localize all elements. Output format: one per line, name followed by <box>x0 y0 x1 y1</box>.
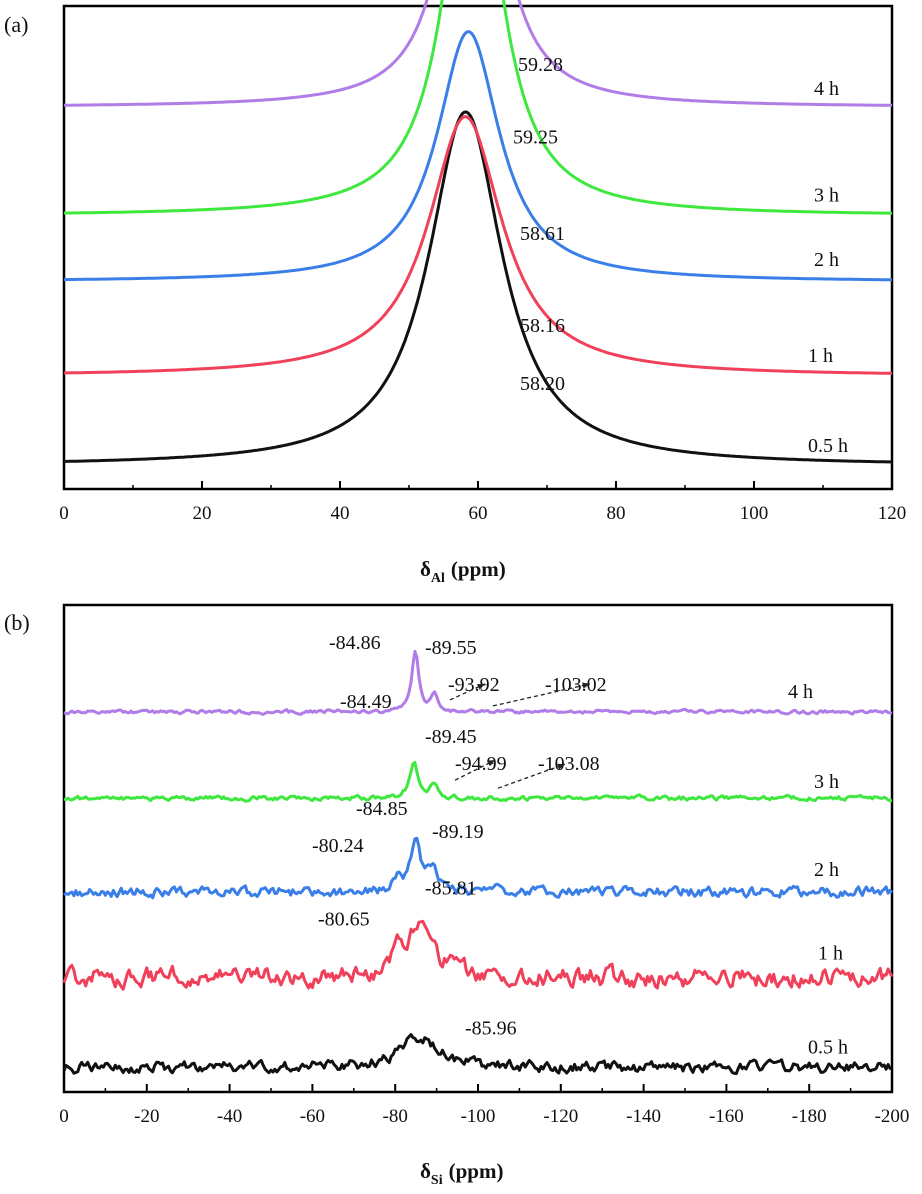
x-tick-label: 80 <box>607 503 626 524</box>
peak-label: 59.25 <box>513 127 558 149</box>
panel-b-label: (b) <box>4 610 30 635</box>
x-tick-label: -180 <box>792 1106 827 1127</box>
series-line-2h <box>63 836 894 900</box>
x-tick-label: -60 <box>300 1106 325 1127</box>
peak-label: -84.85 <box>356 798 408 820</box>
series-label: 4 h <box>814 78 839 100</box>
panel-b-annotations: 0.5 h -85.96 1 h -80.65 -85.81 2 h -80.24 -84.8… <box>312 632 848 1059</box>
series-line-1h <box>63 115 892 375</box>
x-tick-label: -40 <box>217 1106 242 1127</box>
series-label: 3 h <box>814 771 839 793</box>
annotation-arrow-head <box>557 763 565 770</box>
panel-b-x-axis-label: δSi (ppm) <box>420 1159 503 1188</box>
panel-a-label: (a) <box>4 12 28 37</box>
series-line-2h <box>64 30 893 282</box>
x-tick-label: 120 <box>878 503 907 524</box>
peak-label: -80.65 <box>318 908 370 930</box>
x-tick-label: -140 <box>626 1106 661 1127</box>
x-tick-label: -20 <box>134 1106 159 1127</box>
series-line-3h <box>63 0 892 215</box>
series-label: 1 h <box>818 942 843 964</box>
x-tick-label: 40 <box>331 503 350 524</box>
series-line-4h <box>63 649 893 716</box>
series-line-3h <box>63 760 893 803</box>
annotation-arrow-line <box>454 759 496 781</box>
peak-label: -89.45 <box>425 726 477 748</box>
panel-a-frame <box>62 4 894 491</box>
peak-label: -84.86 <box>329 632 381 654</box>
series-label: 3 h <box>814 185 839 207</box>
series-label: 0.5 h <box>808 435 848 457</box>
peak-label: -84.49 <box>340 691 392 713</box>
x-tick-label: 20 <box>193 503 212 524</box>
panel-a-x-ticks: 0 20 40 60 80 100 120 <box>59 481 906 524</box>
x-tick-label: -160 <box>709 1106 744 1127</box>
peak-label: 58.16 <box>520 315 565 337</box>
x-tick-label: -120 <box>543 1106 578 1127</box>
series-label: 2 h <box>814 859 839 881</box>
x-tick-label: -80 <box>383 1106 408 1127</box>
x-tick-label: 60 <box>469 503 488 524</box>
peak-label: -80.24 <box>312 835 364 857</box>
peak-label: -89.19 <box>432 821 484 843</box>
x-tick-label: 0 <box>59 1106 69 1127</box>
panel-a-annotations: 0.5 h 58.20 1 h 58.16 2 h 58.61 3 h 59.25 4 h 59.… <box>513 54 848 457</box>
annotation-arrow-head <box>487 760 495 767</box>
panel-b-series <box>62 649 894 1076</box>
peak-label: -89.55 <box>425 637 477 659</box>
series-label: 4 h <box>788 681 813 703</box>
series-line-1h <box>62 919 894 991</box>
series-label: 2 h <box>814 249 839 271</box>
peak-label: -85.96 <box>465 1017 517 1039</box>
peak-label: -103.08 <box>538 753 600 775</box>
annotation-arrow-head <box>582 682 590 689</box>
peak-label: -94.99 <box>455 753 507 775</box>
x-tick-label: 0 <box>59 503 69 524</box>
x-tick-label: 100 <box>740 503 769 524</box>
x-tick-label: -200 <box>875 1106 910 1127</box>
panel-a-series <box>63 0 893 464</box>
peak-label: -85.81 <box>425 877 477 899</box>
peak-label: 59.28 <box>518 54 563 76</box>
peak-label: -93.92 <box>448 674 500 696</box>
annotation-arrow-line <box>492 683 591 707</box>
annotation-arrow-line <box>497 763 566 789</box>
series-line-0.5h <box>62 1033 892 1076</box>
panel-a-al-nmr: (a) 0 20 40 60 80 100 120 0.5 h 58.20 1 h 58.16 2 … <box>4 0 906 586</box>
panel-a-x-axis-label: δAl (ppm) <box>420 557 506 586</box>
peak-label: 58.61 <box>520 223 565 245</box>
peak-label: -103.02 <box>545 674 607 696</box>
panel-b-x-ticks: 0 -20 -40 -60 -80 -100 -120 -140 -160 -180 -200 <box>59 1084 909 1127</box>
series-label: 0.5 h <box>808 1036 848 1058</box>
panel-b-si-nmr: (b) 0 -20 -40 -60 -80 -100 -120 -140 -160 -180 -20… <box>4 603 909 1188</box>
peak-label: 58.20 <box>520 373 565 395</box>
series-line-4h <box>64 0 892 107</box>
annotation-arrow-head <box>477 683 485 690</box>
series-line-0.5h <box>63 110 893 464</box>
x-tick-label: -100 <box>461 1106 496 1127</box>
series-label: 1 h <box>808 345 833 367</box>
